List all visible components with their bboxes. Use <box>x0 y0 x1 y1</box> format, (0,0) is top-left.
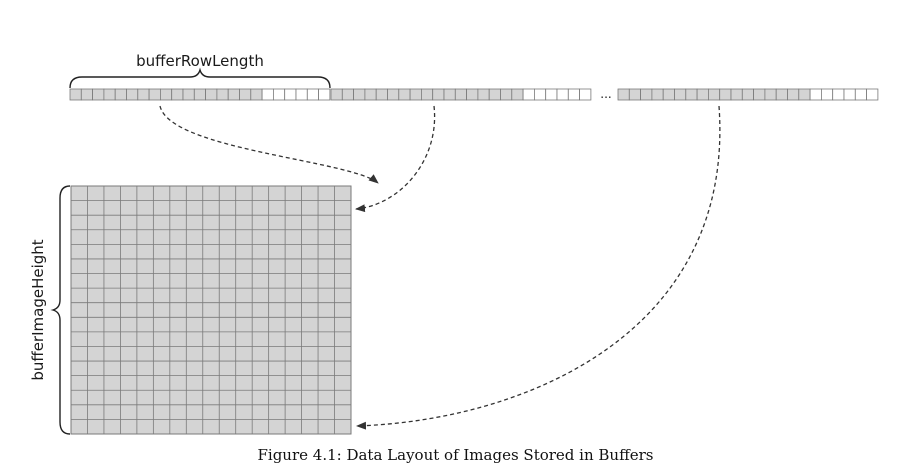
strip-cell-filled <box>341 88 354 101</box>
strip-cell-filled <box>398 88 411 101</box>
buffer-row-length-label: bufferRowLength <box>136 52 264 70</box>
strip-cell-empty <box>579 88 592 101</box>
strip-cell-filled <box>69 88 82 101</box>
strip-cell-empty <box>261 88 274 101</box>
strip-cell-filled <box>353 88 366 101</box>
strip-cell-filled <box>148 88 161 101</box>
strip-cell-filled <box>674 88 687 101</box>
strip-cell-filled <box>708 88 721 101</box>
buffer-strip <box>69 88 879 101</box>
strip-cell-filled <box>488 88 501 101</box>
image-height-brace <box>50 185 71 435</box>
strip-cell-filled <box>205 88 218 101</box>
strip-cell-empty <box>832 88 845 101</box>
strip-cell-filled <box>628 88 641 101</box>
strip-cell-filled <box>685 88 698 101</box>
strip-cell-filled <box>617 88 630 101</box>
strip-cell-filled <box>364 88 377 101</box>
strip-cell-filled <box>454 88 467 101</box>
strip-cell-empty <box>318 88 331 101</box>
buffer-image-height-label: bufferImageHeight <box>29 239 47 380</box>
strip-cell-filled <box>137 88 150 101</box>
strip-cell-filled <box>640 88 653 101</box>
strip-cell-empty <box>306 88 319 101</box>
strip-cell-filled <box>730 88 743 101</box>
strip-cell-filled <box>662 88 675 101</box>
strip-cell-empty <box>809 88 822 101</box>
arrow-row-last <box>356 105 721 430</box>
figure-caption: Figure 4.1: Data Layout of Images Stored… <box>257 446 654 464</box>
strip-cell-empty <box>295 88 308 101</box>
strip-cell-filled <box>330 88 343 101</box>
image-grid <box>70 185 352 435</box>
strip-cell-filled <box>409 88 422 101</box>
strip-cell-filled <box>466 88 479 101</box>
strip-cell-filled <box>92 88 105 101</box>
strip-cell-filled <box>719 88 732 101</box>
row-length-brace <box>69 67 331 89</box>
strip-cell-filled <box>696 88 709 101</box>
strip-cell-empty <box>854 88 867 101</box>
arrow-row-1 <box>159 105 379 184</box>
strip-cell-filled <box>741 88 754 101</box>
strip-cell-filled <box>443 88 456 101</box>
strip-cell-filled <box>193 88 207 101</box>
strip-cell-empty <box>866 88 879 101</box>
strip-cell-filled <box>159 88 173 101</box>
strip-cell-filled <box>80 88 94 101</box>
strip-cell-empty <box>272 88 286 101</box>
strip-cell-filled <box>651 88 664 101</box>
strip-cell-filled <box>250 88 263 101</box>
strip-cell-empty <box>821 88 834 101</box>
strip-cell-empty <box>843 88 856 101</box>
strip-cell-empty <box>545 88 558 101</box>
strip-cell-filled <box>387 88 400 101</box>
strip-cell-filled <box>432 88 445 101</box>
strip-cell-filled <box>375 88 388 101</box>
strip-cell-empty <box>534 88 547 101</box>
strip-cell-filled <box>171 88 184 101</box>
strip-cell-empty <box>522 88 535 101</box>
strip-cell-filled <box>239 88 252 101</box>
strip-cell-filled <box>753 88 766 101</box>
strip-cell-filled <box>477 88 490 101</box>
strip-cell-filled <box>103 88 116 101</box>
strip-cell-filled <box>764 88 777 101</box>
image-grid-background <box>70 185 352 435</box>
strip-cell-filled <box>114 88 127 101</box>
strip-cell-empty <box>284 88 297 101</box>
arrow-row-2 <box>355 105 436 213</box>
strip-ellipsis: ... <box>600 87 611 101</box>
strip-cell-filled <box>787 88 800 101</box>
strip-cell-empty <box>567 88 580 101</box>
strip-cell-empty <box>556 88 569 101</box>
strip-cell-filled <box>500 88 513 101</box>
strip-cell-filled <box>420 88 434 101</box>
strip-cell-filled <box>511 88 524 101</box>
strip-cell-filled <box>775 88 788 101</box>
strip-cell-filled <box>182 88 195 101</box>
strip-cell-filled <box>216 88 229 101</box>
strip-cell-filled <box>227 88 240 101</box>
strip-cell-filled <box>126 88 139 101</box>
strip-cell-filled <box>798 88 811 101</box>
